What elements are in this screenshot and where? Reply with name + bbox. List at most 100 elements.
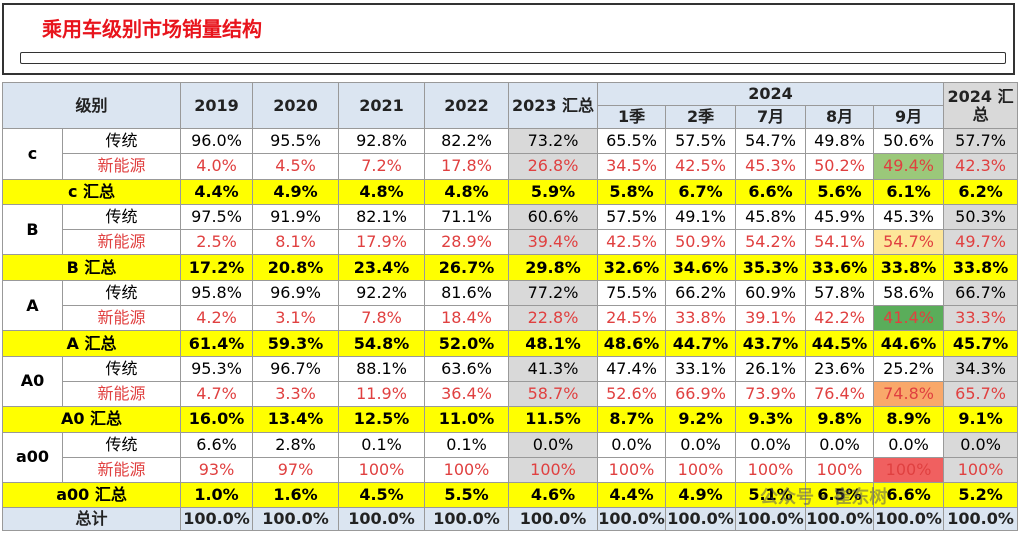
table-cell: 54.1% — [805, 229, 875, 256]
table-cell: 33.6% — [805, 254, 875, 281]
table-cell: 36.4% — [424, 380, 510, 408]
table-cell: 3.1% — [252, 305, 340, 332]
table-row: 1季 2季 7月 8月 9月 — [3, 105, 1018, 129]
table-cell: 5.1% — [735, 482, 807, 509]
table-cell: 50.9% — [665, 229, 737, 256]
table-cell: 45.8% — [735, 203, 807, 231]
table-cell: 52.0% — [424, 330, 510, 357]
table-cell: 100.0% — [735, 507, 807, 532]
table-cell: 58.6% — [873, 279, 945, 307]
table-cell: 58.7% — [508, 380, 599, 408]
table-cell: 33.8% — [873, 254, 945, 281]
table-cell: 23.4% — [338, 254, 426, 281]
table-cell: 1.0% — [180, 482, 254, 509]
table-cell: 22.8% — [508, 305, 599, 332]
table-cell: 73.2% — [508, 127, 599, 155]
table-row: a00 汇总 1.0% 1.6% 4.5% 5.5% 4.6% 4.4% 4.9% 5.1% 6.… — [1, 482, 1019, 509]
table-cell: c — [2, 128, 63, 180]
table-cell: 4.8% — [424, 178, 510, 205]
table-cell: 新能源 — [61, 305, 182, 332]
table-cell: 50.2% — [805, 153, 875, 180]
table-cell: 42.5% — [597, 229, 667, 256]
table-cell: 2019 — [180, 82, 254, 129]
table-cell: 0.1% — [338, 431, 426, 458]
table-cell: 4.9% — [665, 482, 737, 509]
table-cell: 43.7% — [735, 330, 807, 357]
table-cell: 7月 — [735, 105, 807, 129]
table-cell: B 汇总 — [1, 254, 182, 281]
table-cell: 8月 — [805, 105, 875, 129]
table-cell: 100.0% — [252, 507, 340, 532]
table-cell: 100% — [873, 456, 945, 484]
table-cell: 54.7% — [735, 127, 807, 155]
table-cell: 100.0% — [424, 507, 510, 532]
table-cell: 传统 — [61, 127, 182, 155]
table-cell: 73.9% — [735, 380, 807, 408]
table-cell: 新能源 — [61, 456, 182, 484]
table-cell: 57.5% — [665, 127, 737, 155]
table-cell: 66.2% — [665, 279, 737, 307]
table-cell: 7.2% — [338, 153, 426, 180]
table-cell: 6.7% — [665, 178, 737, 205]
table-cell: 2022 — [424, 82, 510, 129]
table-cell: 28.9% — [424, 229, 510, 256]
table-cell: 新能源 — [61, 229, 182, 256]
table-cell: 77.2% — [508, 279, 599, 307]
table-cell: 100.0% — [943, 507, 1019, 532]
table-row: 新能源 2.5% 8.1% 17.9% 28.9% 39.4% 42.5% 50.9% 54.2… — [3, 229, 1019, 256]
table-cell: 33.1% — [665, 355, 737, 382]
table-cell: 97.5% — [180, 203, 254, 231]
table-cell: 54.7% — [873, 229, 945, 256]
data-table: 级别 2019 2020 2021 2022 2023 汇总 2024 2024 汇总 1季 2季… — [1, 82, 1019, 532]
table-cell: 76.4% — [805, 380, 875, 408]
table-cell: 100.0% — [338, 507, 426, 532]
table-cell: 74.8% — [873, 380, 945, 408]
table-cell: 4.4% — [597, 482, 667, 509]
table-cell: 4.7% — [180, 380, 254, 408]
table-cell: 11.0% — [424, 406, 510, 433]
table-cell: 95.3% — [180, 355, 254, 382]
table-cell: 24.5% — [597, 305, 667, 332]
table-cell: 4.5% — [338, 482, 426, 509]
table-cell: 65.5% — [597, 127, 667, 155]
table-cell: 45.3% — [873, 203, 945, 231]
table-cell: 6.6% — [180, 431, 254, 458]
table-cell: 9.3% — [735, 406, 807, 433]
table-cell: 82.1% — [338, 203, 426, 231]
table-cell: 1季 — [597, 105, 667, 129]
table-cell: 57.8% — [805, 279, 875, 307]
watermark: 公众号 · 崔东树 — [760, 487, 888, 508]
table-cell: 6.6% — [735, 178, 807, 205]
table-cell: 3.3% — [252, 380, 340, 408]
table-cell: 6.1% — [873, 178, 945, 205]
table-cell: 9月 — [873, 105, 945, 129]
table-cell: 4.2% — [180, 305, 254, 332]
table-cell: 13.4% — [252, 406, 340, 433]
table-cell: 6.2% — [943, 178, 1019, 205]
table-cell: 总计 — [1, 507, 182, 532]
table-cell: 新能源 — [61, 380, 182, 408]
table-cell: 42.2% — [805, 305, 875, 332]
table-cell: 35.3% — [735, 254, 807, 281]
table-cell: 8.9% — [873, 406, 945, 433]
table-cell: 0.0% — [735, 431, 807, 458]
table-cell: 2024 — [597, 82, 945, 106]
table-cell: 0.0% — [665, 431, 737, 458]
table-cell: 48.6% — [597, 330, 667, 357]
table-row: 新能源 93% 97% 100% 100% 100% 100% 100% 100% 100% 100… — [3, 456, 1019, 484]
table-cell: 9.2% — [665, 406, 737, 433]
table-cell: 100.0% — [597, 507, 667, 532]
table-cell: 11.9% — [338, 380, 426, 408]
table-cell: 26.1% — [735, 355, 807, 382]
table-cell: 17.9% — [338, 229, 426, 256]
table-cell: 42.3% — [943, 153, 1019, 180]
table-cell: 100% — [508, 456, 599, 484]
table-cell: 75.5% — [597, 279, 667, 307]
table-cell: 100% — [805, 456, 875, 484]
table-cell: 48.1% — [508, 330, 599, 357]
table-cell: 97% — [252, 456, 340, 484]
table-row: a00 传统 6.6% 2.8% 0.1% 0.1% 0.0% 0.0% 0.0% 0.0% 0.0… — [2, 431, 1019, 484]
table-cell: 45.3% — [735, 153, 807, 180]
table-cell: 100.0% — [180, 507, 254, 532]
table-cell: 2021 — [338, 82, 426, 129]
